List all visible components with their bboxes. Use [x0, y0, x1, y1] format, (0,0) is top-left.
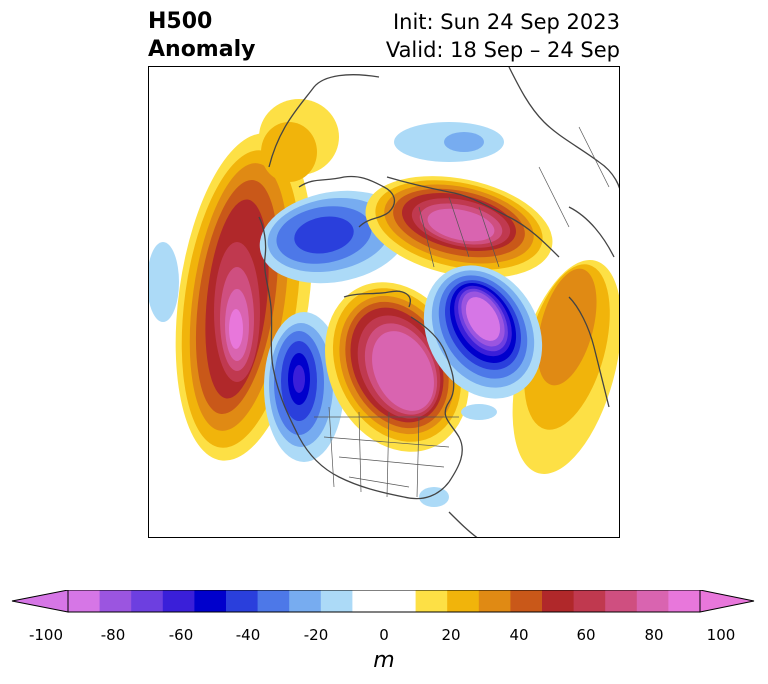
map-dates: Init: Sun 24 Sep 2023 Valid: 18 Sep – 24… — [386, 8, 620, 64]
anomaly-trough-beaufort — [259, 190, 409, 284]
colorbar-tick-label: 80 — [644, 626, 664, 644]
colorbar-tick-label: -20 — [303, 626, 329, 644]
colorbar-outline — [67, 590, 701, 613]
anomaly-ridge-atlantic — [512, 260, 619, 474]
colorbar-bin — [636, 590, 669, 612]
colorbar-extend-high — [699, 590, 755, 613]
colorbar-tick-label: -100 — [28, 626, 64, 644]
colorbar-bin — [478, 590, 511, 612]
colorbar-bin — [131, 590, 164, 612]
anomaly-ridge-eurasia — [365, 176, 553, 278]
anomaly-map — [148, 66, 620, 538]
anomaly-trough-arctic — [394, 122, 504, 162]
valid-range-label: Valid: 18 Sep – 24 Sep — [385, 38, 620, 62]
colorbar-bin — [573, 590, 606, 612]
colorbar-bin — [68, 590, 101, 612]
map-title-field: Anomaly — [148, 37, 256, 62]
anomaly-map-canvas — [149, 67, 619, 537]
colorbar-bin — [320, 590, 353, 612]
anomaly-trough-east — [423, 265, 543, 399]
colorbar-ticks: -100 -80 -60 -40 -20 0 20 40 60 80 100 — [0, 626, 768, 646]
anomaly-contours — [149, 99, 619, 507]
colorbar-tick-label: 20 — [441, 626, 461, 644]
map-title-variable: H500 — [148, 9, 213, 34]
anomaly-pocket-light-blue-east — [461, 404, 497, 420]
colorbar-bin — [447, 590, 480, 612]
colorbar-bin — [510, 590, 543, 612]
coastlines — [258, 67, 619, 537]
colorbar-bins — [68, 590, 701, 612]
colorbar-bin — [542, 590, 575, 612]
colorbar-bin — [226, 590, 259, 612]
colorbar-bin — [415, 590, 448, 612]
colorbar-bin — [99, 590, 132, 612]
political-borders — [314, 126, 610, 498]
anomaly-pocket-light-blue-south — [419, 487, 449, 507]
colorbar-bin — [605, 590, 638, 612]
colorbar-bin — [668, 590, 701, 612]
colorbar-tick-label: 60 — [576, 626, 596, 644]
init-date-label: Init: Sun 24 Sep 2023 — [392, 10, 620, 34]
colorbar-bin — [162, 590, 195, 612]
colorbar-tick-label: 40 — [509, 626, 529, 644]
colorbar-bin — [257, 590, 290, 612]
colorbar-tick-label: -40 — [235, 626, 261, 644]
anomaly-pocket-light-blue-west — [149, 242, 179, 322]
colorbar-tick-label: -80 — [100, 626, 126, 644]
colorbar-extend-low — [11, 590, 69, 613]
colorbar-bin — [352, 590, 417, 612]
anomaly-ridge-north — [259, 99, 339, 182]
colorbar-tick-label: 0 — [379, 626, 389, 644]
colorbar — [11, 590, 755, 613]
map-title: H500 Anomaly — [148, 8, 255, 64]
colorbar-tick-label: -60 — [168, 626, 194, 644]
colorbar-tick-label: 100 — [706, 626, 736, 644]
colorbar-unit-label: m — [373, 648, 395, 673]
colorbar-bin — [289, 590, 322, 612]
anomaly-trough-west-coast — [264, 312, 344, 462]
colorbar-bin — [194, 590, 227, 612]
